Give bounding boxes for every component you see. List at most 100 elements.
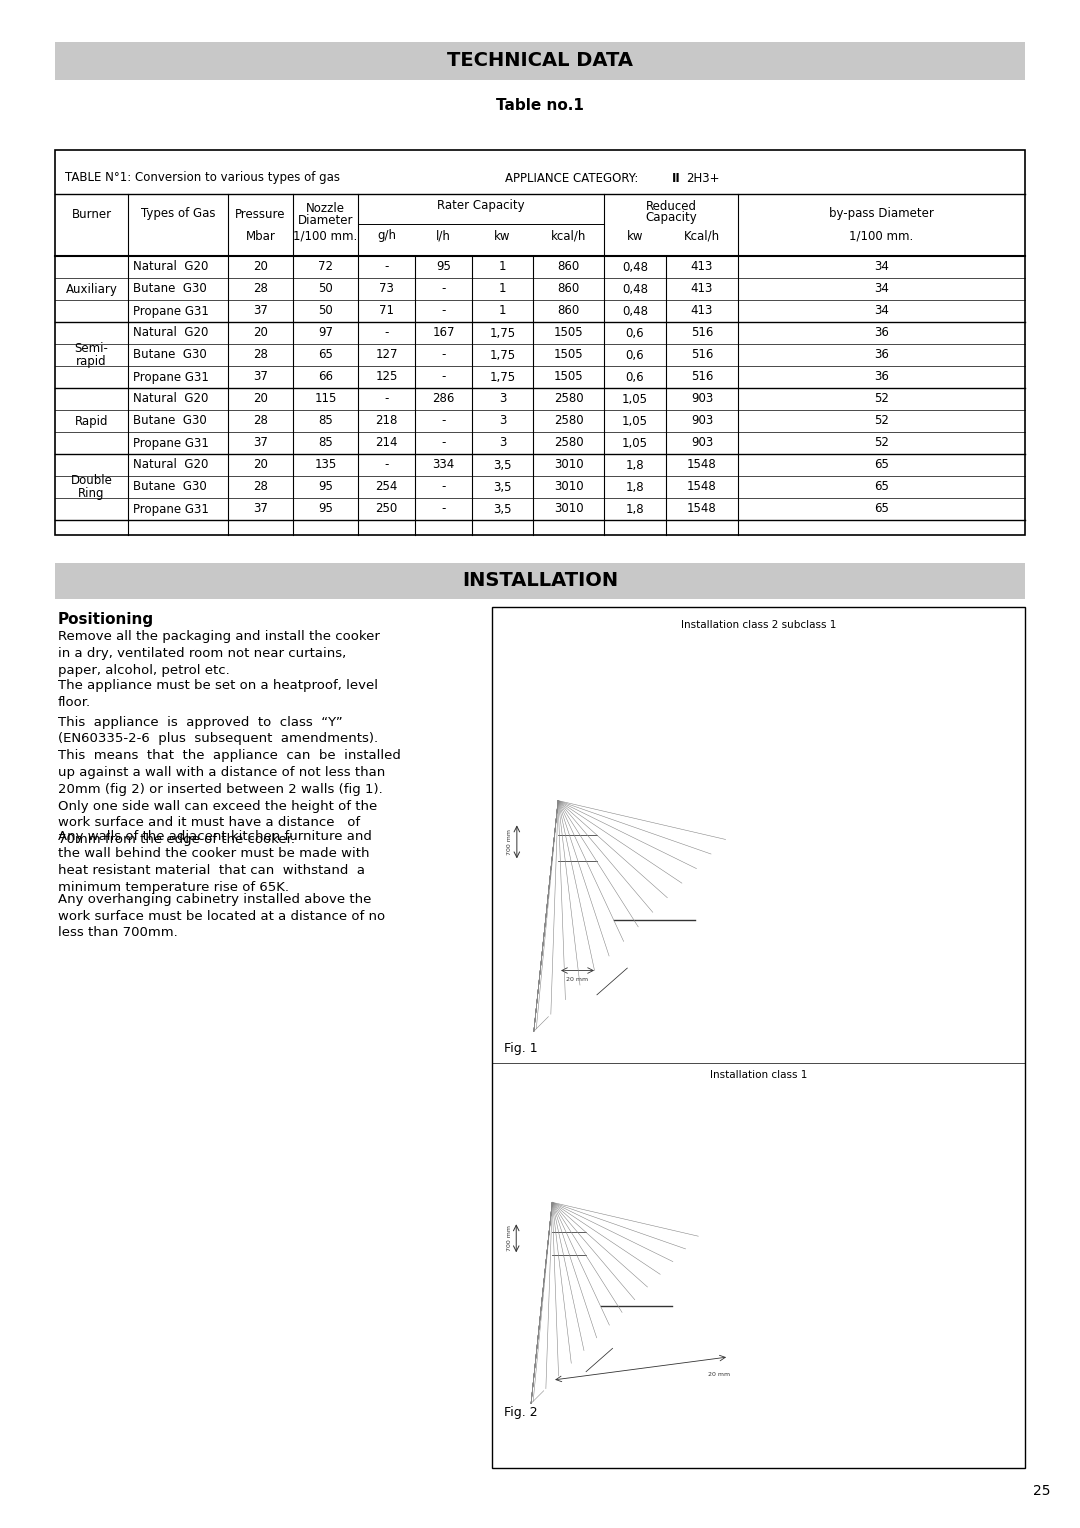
Text: Rater Capacity: Rater Capacity: [437, 200, 525, 212]
Text: -: -: [442, 503, 446, 515]
Text: Any overhanging cabinetry installed above the
work surface must be located at a : Any overhanging cabinetry installed abov…: [58, 892, 386, 940]
Text: Semi-: Semi-: [75, 342, 108, 356]
Text: 28: 28: [253, 348, 268, 362]
Bar: [631, 1089, 638, 1137]
Text: 1/100 mm.: 1/100 mm.: [294, 229, 357, 243]
Text: Positioning: Positioning: [58, 613, 154, 626]
Bar: [586, 1254, 687, 1372]
Text: 34: 34: [874, 304, 889, 318]
Text: 1,8: 1,8: [625, 503, 645, 515]
Text: 254: 254: [376, 480, 397, 494]
Text: 1505: 1505: [554, 327, 583, 339]
Text: -: -: [442, 480, 446, 494]
Text: Remove all the packaging and install the cooker
in a dry, ventilated room not ne: Remove all the packaging and install the…: [58, 630, 380, 677]
Text: Butane  G30: Butane G30: [133, 348, 206, 362]
Text: 72: 72: [318, 260, 333, 274]
Text: 860: 860: [557, 283, 580, 295]
Polygon shape: [684, 726, 725, 822]
Text: 25: 25: [1032, 1484, 1050, 1497]
Text: l/h: l/h: [436, 229, 451, 243]
Text: 0,48: 0,48: [622, 304, 648, 318]
Text: 2580: 2580: [554, 414, 583, 428]
Text: 20 mm: 20 mm: [567, 976, 589, 981]
Text: 1505: 1505: [554, 370, 583, 384]
Text: 3010: 3010: [554, 480, 583, 494]
Text: 413: 413: [691, 260, 713, 274]
Text: 860: 860: [557, 304, 580, 318]
Bar: [534, 801, 558, 1031]
Text: Fig. 1: Fig. 1: [504, 1042, 538, 1056]
Text: Ring: Ring: [78, 486, 105, 500]
Text: 34: 34: [874, 283, 889, 295]
Text: 413: 413: [691, 283, 713, 295]
Text: 65: 65: [874, 503, 889, 515]
Text: -: -: [442, 304, 446, 318]
Text: Natural  G20: Natural G20: [133, 327, 208, 339]
Polygon shape: [586, 1232, 713, 1254]
Text: Nozzle: Nozzle: [306, 202, 345, 214]
Text: 20 mm: 20 mm: [707, 1372, 730, 1377]
Text: 85: 85: [319, 437, 333, 449]
Text: 65: 65: [874, 458, 889, 472]
Text: 95: 95: [319, 503, 333, 515]
Text: 0,6: 0,6: [625, 348, 645, 362]
Polygon shape: [596, 1152, 676, 1221]
Text: 0,48: 0,48: [622, 283, 648, 295]
Bar: [662, 671, 671, 726]
Text: Kcal/h: Kcal/h: [684, 229, 720, 243]
Text: 1: 1: [499, 260, 507, 274]
Text: 1505: 1505: [554, 348, 583, 362]
Text: Fig. 2: Fig. 2: [504, 1406, 538, 1420]
Text: 1,05: 1,05: [622, 437, 648, 449]
Text: -: -: [442, 437, 446, 449]
Text: 1,05: 1,05: [622, 393, 648, 405]
Text: g/h: g/h: [377, 229, 396, 243]
Bar: [648, 671, 657, 726]
Text: 334: 334: [432, 458, 455, 472]
Text: 20: 20: [253, 327, 268, 339]
Polygon shape: [625, 726, 707, 744]
Text: -: -: [384, 393, 389, 405]
Text: 20: 20: [253, 393, 268, 405]
Text: Burner: Burner: [71, 208, 111, 220]
Text: 2580: 2580: [554, 437, 583, 449]
Text: 127: 127: [375, 348, 397, 362]
Text: 903: 903: [691, 414, 713, 428]
Text: 1/100 mm.: 1/100 mm.: [849, 229, 914, 243]
Bar: [611, 926, 699, 984]
Text: Capacity: Capacity: [645, 211, 697, 225]
Text: 135: 135: [314, 458, 337, 472]
Text: Installation class 1: Installation class 1: [710, 1070, 807, 1080]
Text: TABLE N°1: Conversion to various types of gas: TABLE N°1: Conversion to various types o…: [65, 171, 340, 185]
Text: -: -: [442, 348, 446, 362]
Text: 413: 413: [691, 304, 713, 318]
Text: 36: 36: [874, 348, 889, 362]
Text: 903: 903: [691, 393, 713, 405]
Text: Diameter: Diameter: [298, 214, 353, 226]
Polygon shape: [712, 834, 743, 995]
Text: 2H3+: 2H3+: [686, 171, 719, 185]
Text: 3,5: 3,5: [494, 503, 512, 515]
Text: 52: 52: [874, 437, 889, 449]
Bar: [531, 1203, 552, 1403]
Text: Natural  G20: Natural G20: [133, 458, 208, 472]
Text: 50: 50: [319, 283, 333, 295]
Text: kw: kw: [495, 229, 511, 243]
Text: 903: 903: [691, 437, 713, 449]
Text: 52: 52: [874, 393, 889, 405]
Text: 52: 52: [874, 414, 889, 428]
Text: 214: 214: [375, 437, 397, 449]
Text: INSTALLATION: INSTALLATION: [462, 571, 618, 590]
Text: 65: 65: [874, 480, 889, 494]
Text: 0,6: 0,6: [625, 327, 645, 339]
Text: 250: 250: [376, 503, 397, 515]
Text: 37: 37: [253, 370, 268, 384]
Text: 3010: 3010: [554, 458, 583, 472]
Text: TECHNICAL DATA: TECHNICAL DATA: [447, 52, 633, 70]
Polygon shape: [608, 744, 701, 822]
Text: 3,5: 3,5: [494, 480, 512, 494]
Text: 0,48: 0,48: [622, 260, 648, 274]
Text: 20: 20: [253, 458, 268, 472]
Text: Butane  G30: Butane G30: [133, 414, 206, 428]
Polygon shape: [552, 1329, 692, 1383]
